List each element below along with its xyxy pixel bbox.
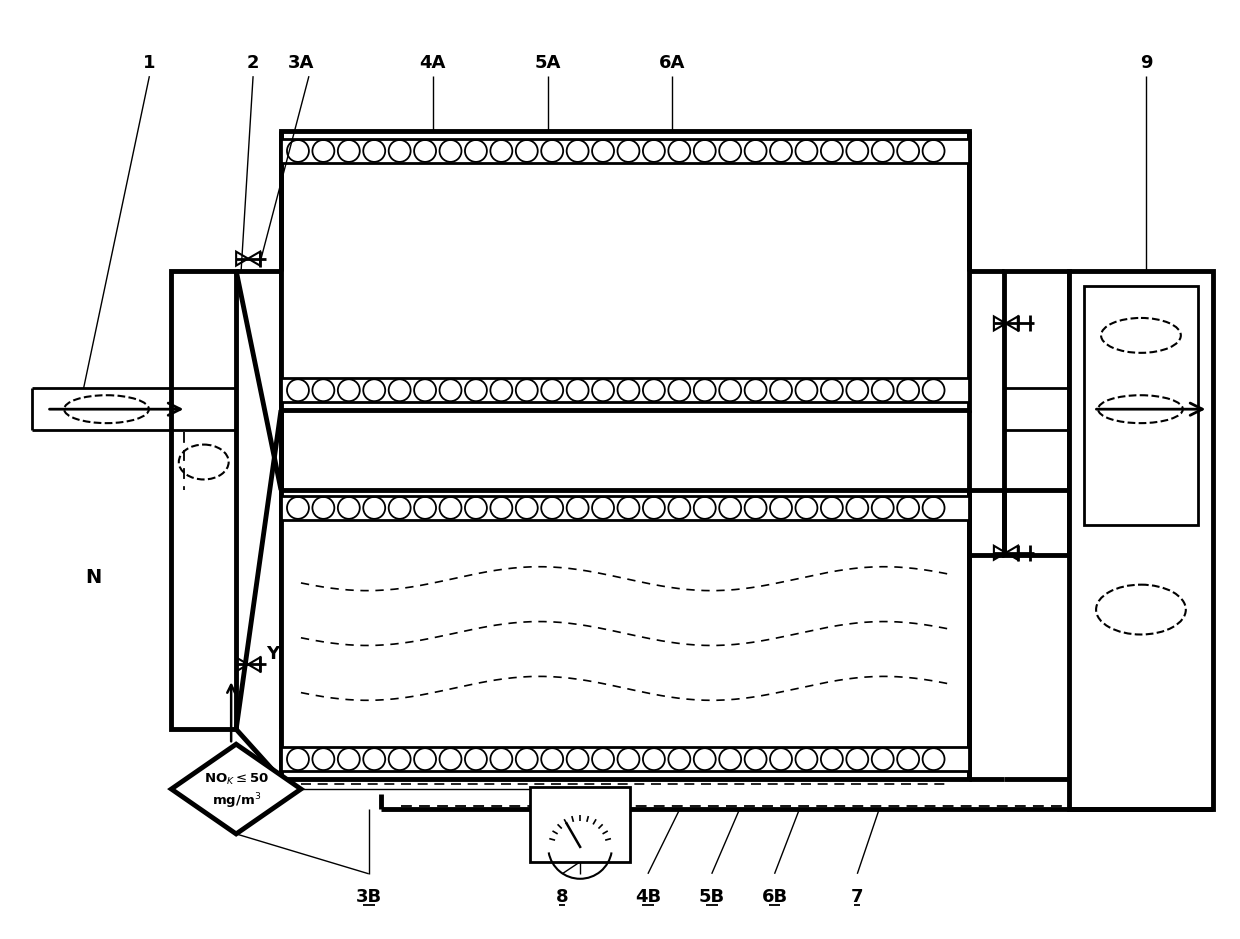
Bar [531, 787, 630, 862]
Bar [281, 378, 968, 402]
Text: 6A: 6A [658, 54, 684, 72]
Bar [281, 171, 968, 370]
Text: 8: 8 [556, 887, 568, 906]
Text: 1: 1 [143, 54, 156, 72]
Bar [281, 139, 968, 162]
Text: NO$_K$$\leq$50: NO$_K$$\leq$50 [203, 772, 269, 787]
Text: 7: 7 [851, 887, 863, 906]
Text: 6B: 6B [761, 887, 787, 906]
Text: 4A: 4A [419, 54, 445, 72]
Text: 5B: 5B [698, 887, 725, 906]
Bar [281, 528, 968, 739]
Text: 4B: 4B [635, 887, 661, 906]
Bar [1084, 285, 1198, 525]
Bar [171, 270, 236, 730]
Bar [1069, 270, 1213, 809]
Polygon shape [171, 745, 301, 834]
Text: 3A: 3A [288, 54, 314, 72]
Bar [281, 747, 968, 771]
Text: 5A: 5A [534, 54, 562, 72]
Text: mg/m$^3$: mg/m$^3$ [212, 792, 260, 810]
Text: Y: Y [267, 645, 279, 664]
Text: 3B: 3B [356, 887, 382, 906]
Text: 9: 9 [1141, 54, 1153, 72]
Text: 2: 2 [247, 54, 259, 72]
Bar [281, 490, 968, 779]
Bar [281, 131, 968, 410]
Bar [281, 496, 968, 520]
Bar [1004, 270, 1069, 555]
Text: N: N [86, 568, 102, 587]
